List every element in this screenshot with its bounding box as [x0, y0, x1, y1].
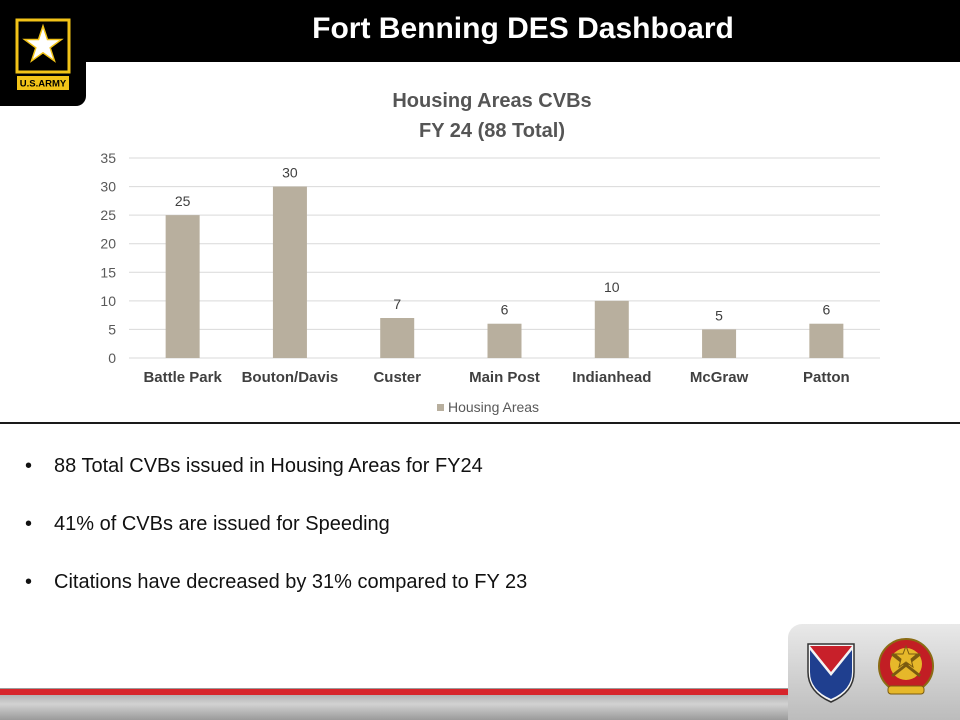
- data-label: 5: [715, 307, 723, 323]
- bar: [165, 215, 200, 358]
- bar: [702, 329, 737, 358]
- data-label: 7: [393, 296, 401, 312]
- bullet-item: • 88 Total CVBs issued in Housing Areas f…: [22, 452, 527, 480]
- y-tick-label: 15: [100, 264, 116, 280]
- data-label: 25: [175, 193, 191, 209]
- x-axis-labels: Battle Park Bouton/Davis Custer Main Post In…: [143, 369, 849, 386]
- y-tick-label: 0: [108, 350, 116, 366]
- chart-bars: [165, 186, 844, 358]
- y-tick-label: 25: [100, 207, 116, 223]
- x-tick-label: Main Post: [469, 369, 540, 386]
- logo-text: U.S.ARMY: [20, 79, 67, 90]
- page-title: Fort Benning DES Dashboard: [312, 12, 734, 45]
- bullet-list: • 88 Total CVBs issued in Housing Areas f…: [22, 452, 527, 626]
- data-label: 6: [501, 302, 509, 318]
- section-divider: [0, 422, 960, 424]
- chart-legend: Housing Areas: [437, 399, 539, 415]
- bullet-text: Citations have decreased by 31% compared…: [54, 571, 528, 593]
- y-axis-ticks: 0 5 10 15 20 25 30 35: [100, 150, 116, 366]
- x-tick-label: McGraw: [690, 369, 749, 386]
- y-tick-label: 35: [100, 150, 116, 166]
- bullet-marker: •: [25, 513, 33, 535]
- installation-management-crest-icon: [878, 638, 934, 695]
- chart-title-line-1: Housing Areas CVBs: [392, 90, 591, 112]
- y-tick-label: 20: [100, 236, 116, 252]
- data-label: 6: [822, 302, 830, 318]
- x-tick-label: Bouton/Davis: [242, 369, 339, 386]
- x-tick-label: Patton: [803, 369, 850, 386]
- x-tick-label: Custer: [373, 369, 421, 386]
- bullet-marker: •: [25, 455, 33, 477]
- bullet-item: • 41% of CVBs are issued for Speeding: [22, 510, 527, 538]
- bar: [272, 186, 307, 358]
- bar: [809, 323, 844, 358]
- data-labels: 25 30 7 6 10 5 6: [175, 165, 831, 324]
- x-tick-label: Indianhead: [572, 369, 651, 386]
- army-star-logo-icon: U.S.ARMY: [15, 18, 71, 90]
- y-tick-label: 10: [100, 293, 116, 309]
- bar: [487, 323, 522, 358]
- army-logo: U.S.ARMY: [0, 0, 86, 106]
- y-tick-label: 5: [108, 321, 116, 337]
- legend-swatch: [437, 404, 444, 411]
- bullet-text: 41% of CVBs are issued for Speeding: [54, 513, 390, 535]
- y-tick-label: 30: [100, 179, 116, 195]
- x-tick-label: Battle Park: [143, 369, 222, 386]
- data-label: 30: [282, 165, 298, 181]
- army-materiel-command-shield-icon: [807, 643, 855, 703]
- bullet-text: 88 Total CVBs issued in Housing Areas fo…: [54, 455, 483, 477]
- data-label: 10: [604, 279, 620, 295]
- chart-title-line-2: FY 24 (88 Total): [419, 120, 565, 142]
- bar: [380, 318, 415, 358]
- bullet-marker: •: [25, 571, 33, 593]
- footer-insignia-panel: [788, 624, 960, 720]
- footer-insignia-art: [807, 638, 934, 703]
- legend-label: Housing Areas: [448, 399, 539, 415]
- header-bar: [0, 0, 960, 62]
- bar-chart: Housing Areas CVBs FY 24 (88 Total) 0 5 10…: [100, 90, 880, 415]
- bar: [594, 300, 629, 358]
- bullet-item: • Citations have decreased by 31% compare…: [22, 568, 527, 596]
- footer-red-stripe: [0, 689, 790, 695]
